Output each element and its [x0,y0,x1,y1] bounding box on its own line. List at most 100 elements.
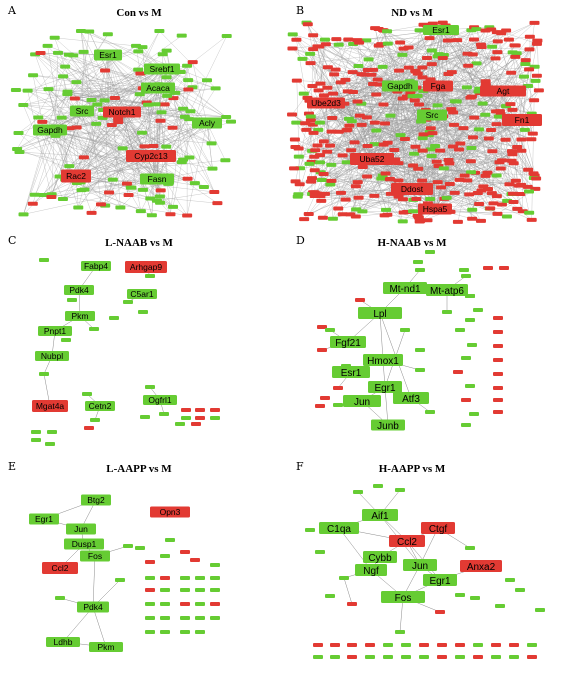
gene-node-labelled: Ube2d3 [307,97,345,109]
network-edge [330,184,436,210]
gene-node [315,160,326,165]
gene-node [294,182,305,187]
network-edge [489,27,538,44]
gene-label: Pdk4 [69,285,89,295]
network-edge [156,88,216,180]
gene-node-labelled: Hmox1 [363,354,403,367]
gene-node [330,67,341,72]
gene-node [454,177,465,182]
gene-node [526,137,537,142]
gene-node [446,70,457,75]
gene-node [468,37,479,42]
gene-node [412,71,423,76]
gene-node [337,212,348,217]
gene-node [352,180,363,185]
network-edge [411,46,493,190]
panel-letter: F [296,460,304,473]
gene-node [507,191,518,196]
network-edge [107,54,161,197]
gene-node [318,139,329,144]
gene-label: Btg2 [87,495,105,505]
gene-node [426,62,437,67]
gene-node [448,110,459,115]
gene-node [168,204,179,209]
gene-node [135,209,146,214]
gene-node [329,72,340,77]
gene-node [461,356,471,360]
gene-node [145,274,155,278]
gene-node-labelled: Atf3 [393,392,429,405]
gene-node-labelled: Fasn [140,173,174,185]
gene-label: Jun [412,561,428,572]
network-edge [362,85,439,212]
gene-node [99,98,110,103]
gene-node [528,171,539,176]
gene-label: Esr1 [99,50,117,60]
network-edge [23,54,70,106]
gene-node [330,643,340,647]
panel-F: F H-AAPP vs M [296,460,446,475]
gene-label: Uba52 [359,154,384,164]
network-edge [103,68,163,111]
gene-node-box [319,522,359,534]
gene-node-labelled: Pdk4 [77,601,109,613]
network-edge [382,30,447,198]
gene-node [382,29,393,34]
network-edge [34,178,158,195]
network-edge [76,45,137,83]
network-edge [323,30,385,142]
gene-node-labelled: Pkm [65,311,95,321]
gene-label: C1qa [327,524,351,535]
gene-node [160,554,170,558]
gene-node [451,99,462,104]
gene-node [495,604,505,608]
gene-node-box [81,494,111,506]
network-edge [419,185,519,222]
gene-node-labelled: Esr1 [94,49,122,61]
gene-node [160,602,170,606]
network-edge [371,87,501,160]
gene-node [435,610,445,614]
gene-node [220,158,231,163]
network-edge [521,43,538,121]
gene-node [527,655,537,659]
gene-node [427,21,438,26]
gene-node [431,159,442,164]
gene-node [102,32,113,37]
gene-node [403,65,414,70]
gene-node-box [389,535,425,547]
gene-node [426,48,437,53]
gene-node [340,197,351,202]
gene-node [181,408,191,412]
gene-node [137,130,148,135]
gene-node [84,426,94,430]
gene-node [371,92,382,97]
gene-node [320,42,331,47]
gene-node [415,219,426,224]
gene-node [155,188,166,193]
gene-node-labelled: Srebf1 [144,63,180,75]
network-edge [325,102,331,146]
gene-node [317,348,327,352]
gene-node [417,65,428,70]
gene-node [437,655,447,659]
gene-node [210,408,220,412]
gene-node [493,410,503,414]
gene-node [161,48,172,53]
gene-node [475,218,486,223]
gene-node [395,488,405,492]
network-edge [76,82,212,144]
gene-node [393,194,404,199]
gene-node [433,52,444,57]
gene-node [18,212,29,217]
gene-node [37,119,48,124]
gene-node [523,189,534,194]
gene-node [305,528,315,532]
gene-node [326,178,337,183]
gene-node [64,164,75,169]
gene-node [309,154,320,159]
gene-label: Pkm [98,642,115,652]
gene-node-box [85,401,115,411]
gene-node [352,99,363,104]
gene-node [55,596,65,600]
